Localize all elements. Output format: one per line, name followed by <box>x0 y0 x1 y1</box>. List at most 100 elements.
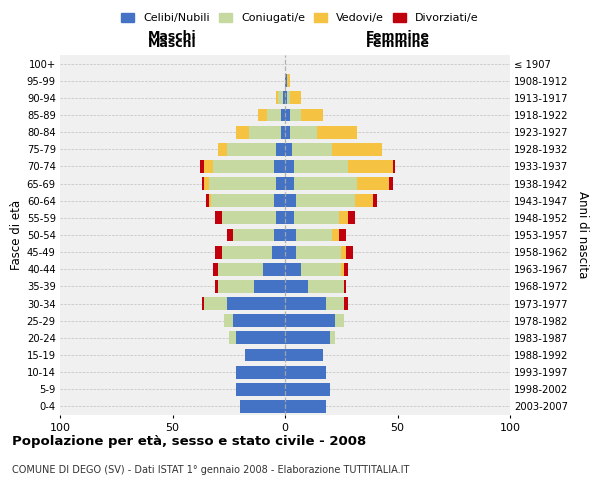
Text: Popolazione per età, sesso e stato civile - 2008: Popolazione per età, sesso e stato civil… <box>12 435 366 448</box>
Bar <box>204 297 227 310</box>
Text: Femmine: Femmine <box>365 37 430 50</box>
Bar <box>290 92 301 104</box>
Bar <box>332 228 339 241</box>
Bar <box>325 297 343 310</box>
Legend: Celibi/Nubili, Coniugati/e, Vedovi/e, Divorziati/e: Celibi/Nubili, Coniugati/e, Vedovi/e, Di… <box>119 10 481 26</box>
Bar <box>285 246 296 258</box>
Bar <box>339 228 346 241</box>
Bar <box>235 126 249 138</box>
Bar <box>235 366 285 378</box>
Bar <box>373 194 377 207</box>
Bar <box>224 314 233 327</box>
Bar <box>285 228 296 241</box>
Bar <box>281 126 285 138</box>
Bar <box>330 332 335 344</box>
Bar <box>285 177 294 190</box>
Bar <box>283 92 285 104</box>
Bar <box>285 143 292 156</box>
Bar <box>215 212 222 224</box>
Bar <box>339 212 348 224</box>
Bar <box>343 263 348 276</box>
Bar <box>317 126 357 138</box>
Text: COMUNE DI DEGO (SV) - Dati ISTAT 1° gennaio 2008 - Elaborazione TUTTITALIA.IT: COMUNE DI DEGO (SV) - Dati ISTAT 1° genn… <box>12 465 409 475</box>
Bar <box>294 177 357 190</box>
Bar <box>346 246 353 258</box>
Bar <box>233 314 285 327</box>
Bar <box>285 314 335 327</box>
Bar <box>276 212 285 224</box>
Bar <box>285 74 287 87</box>
Text: Femmine: Femmine <box>365 30 430 43</box>
Bar <box>341 246 346 258</box>
Bar <box>287 92 290 104</box>
Bar <box>285 383 330 396</box>
Bar <box>274 194 285 207</box>
Bar <box>348 212 355 224</box>
Bar <box>274 228 285 241</box>
Bar <box>278 92 283 104</box>
Bar <box>343 297 348 310</box>
Bar <box>393 160 395 173</box>
Bar <box>341 263 343 276</box>
Bar <box>348 160 393 173</box>
Bar <box>285 348 323 362</box>
Bar <box>204 177 209 190</box>
Bar <box>292 143 332 156</box>
Bar <box>233 228 274 241</box>
Bar <box>296 228 332 241</box>
Bar <box>332 143 382 156</box>
Bar <box>294 212 339 224</box>
Bar <box>199 160 204 173</box>
Bar <box>263 263 285 276</box>
Bar <box>202 177 204 190</box>
Bar <box>285 126 290 138</box>
Bar <box>285 194 296 207</box>
Bar <box>389 177 393 190</box>
Bar <box>215 280 218 293</box>
Bar <box>296 246 341 258</box>
Bar <box>211 194 274 207</box>
Bar <box>227 228 233 241</box>
Bar <box>258 108 267 122</box>
Bar <box>209 194 211 207</box>
Bar <box>274 160 285 173</box>
Bar <box>294 160 348 173</box>
Bar <box>276 92 278 104</box>
Bar <box>276 143 285 156</box>
Bar <box>271 246 285 258</box>
Bar <box>240 400 285 413</box>
Bar <box>202 297 204 310</box>
Bar <box>290 126 317 138</box>
Bar <box>343 280 346 293</box>
Bar <box>222 246 271 258</box>
Bar <box>296 194 355 207</box>
Bar <box>285 332 330 344</box>
Bar <box>285 160 294 173</box>
Bar <box>308 280 343 293</box>
Bar <box>285 263 301 276</box>
Bar <box>249 126 281 138</box>
Bar <box>213 263 218 276</box>
Bar <box>245 348 285 362</box>
Y-axis label: Anni di nascita: Anni di nascita <box>575 192 589 278</box>
Bar <box>235 332 285 344</box>
Bar <box>335 314 343 327</box>
Bar <box>229 332 235 344</box>
Bar <box>285 108 290 122</box>
Bar <box>355 194 373 207</box>
Bar <box>209 177 276 190</box>
Bar <box>204 160 213 173</box>
Bar <box>301 108 323 122</box>
Bar <box>222 212 276 224</box>
Bar <box>215 246 222 258</box>
Bar <box>285 366 325 378</box>
Bar <box>227 297 285 310</box>
Bar <box>213 160 274 173</box>
Bar <box>206 194 209 207</box>
Bar <box>285 280 308 293</box>
Bar <box>276 177 285 190</box>
Bar <box>285 92 287 104</box>
Bar <box>285 400 325 413</box>
Bar <box>218 280 254 293</box>
Bar <box>290 108 301 122</box>
